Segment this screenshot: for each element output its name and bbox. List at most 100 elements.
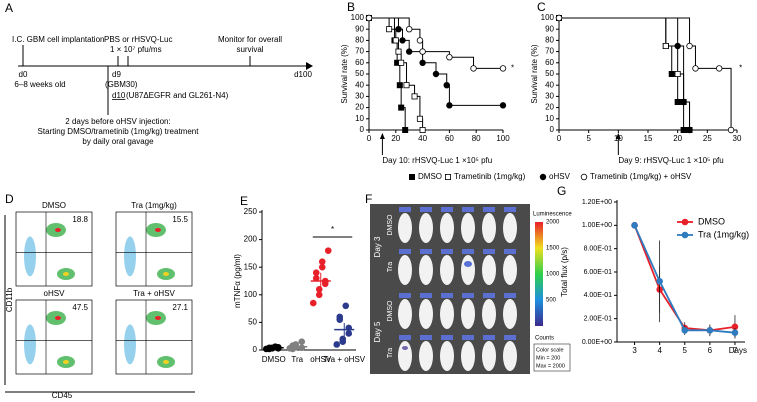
- legend-marker: [681, 231, 689, 239]
- mouse: [482, 299, 496, 329]
- data-point: [656, 278, 663, 285]
- data-point: [336, 313, 344, 321]
- survival-point: [416, 115, 423, 122]
- mouse-cap: [483, 335, 495, 340]
- x-tick-label: 7: [733, 346, 738, 355]
- mouse: [461, 299, 475, 329]
- panel-label: D: [5, 192, 14, 206]
- mouse: [461, 255, 475, 285]
- y-tick-label: 50: [248, 318, 257, 327]
- step-text: survival: [236, 45, 263, 54]
- step-text: 1 × 10⁷ pfu/ms: [110, 45, 162, 54]
- mouse-cap: [420, 249, 432, 254]
- y-tick-label: 0: [550, 125, 555, 134]
- annotation: Day 10: rHSVQ-Luc 1 ×10⁵ pfu: [382, 156, 492, 165]
- mouse: [503, 255, 517, 285]
- data-point: [731, 323, 739, 331]
- cell-core: [155, 228, 161, 232]
- mouse-cap: [420, 335, 432, 340]
- mouse-cap: [399, 249, 411, 254]
- mouse: [440, 299, 454, 329]
- cell-core: [55, 228, 61, 232]
- mouse-cap: [504, 293, 516, 298]
- mouse: [419, 255, 433, 285]
- y-tick-label: 0: [253, 345, 258, 354]
- y-tick-label: 60: [355, 58, 364, 67]
- day-label: d9: [112, 70, 121, 79]
- mouse-cap: [504, 207, 516, 212]
- data-point: [345, 330, 353, 337]
- colorbar-tick: 2000: [546, 220, 560, 226]
- mouse: [461, 341, 475, 371]
- survival-point: [406, 48, 413, 55]
- timeline-arrow: [306, 62, 313, 70]
- mouse: [461, 213, 475, 243]
- cell-core: [55, 316, 61, 320]
- x-tick-label: 5: [586, 134, 591, 143]
- series-line: [633, 225, 736, 332]
- y-tick-label: 1.00E+00: [582, 222, 612, 229]
- data-point: [339, 335, 347, 343]
- row-label: DMSO: [387, 300, 394, 322]
- note: 2 days before oHSV injection:: [65, 117, 170, 126]
- panel-label: B: [347, 0, 355, 14]
- chart: G Total flux (p/s) 0.00E+00 2.00E-01 4.00E-0…: [557, 184, 749, 355]
- x-tick-label: 60: [445, 134, 454, 143]
- data-point: [298, 344, 306, 352]
- step-text: PBS or rHSVQ-Luc: [104, 35, 172, 44]
- x-tick-label: Tra + oHSV: [323, 355, 365, 364]
- day-label: d10: [112, 91, 126, 100]
- legend-label: oHSV: [549, 172, 571, 181]
- survival-point: [406, 26, 413, 33]
- y-tick-label: 40: [355, 80, 364, 89]
- data-point: [318, 258, 326, 265]
- survival-point: [555, 14, 563, 22]
- survival-point: [443, 81, 450, 89]
- survival-point: [386, 26, 393, 33]
- survival-point: [680, 98, 687, 106]
- y-tick-label: 6.00E-01: [584, 269, 613, 276]
- data-point: [731, 329, 739, 336]
- mouse: [398, 255, 412, 285]
- panel-label: A: [5, 1, 13, 15]
- x-tick-label: 100: [496, 134, 510, 143]
- row-group-label: Day 5: [373, 321, 382, 342]
- mouse: [419, 341, 433, 371]
- data-point: [309, 299, 317, 307]
- data-point: [271, 343, 279, 350]
- panel-a: A I.C. GBM cell implantation PBS or rHSV…: [5, 1, 313, 146]
- cell-core: [155, 316, 161, 320]
- mouse: [503, 341, 517, 371]
- y-tick-label: 80: [545, 36, 554, 45]
- mouse: [503, 299, 517, 329]
- gate-percent: 15.5: [172, 215, 188, 224]
- significance: *: [739, 64, 742, 73]
- y-axis-label: mTNFα (pg/ml): [233, 254, 242, 308]
- colorbar-unit: Counts: [535, 336, 554, 342]
- mouse-cap: [504, 249, 516, 254]
- significance: *: [331, 225, 334, 234]
- note: by daily oral gavage: [82, 137, 154, 146]
- survival-point: [680, 127, 687, 134]
- y-tick-label: 20: [545, 103, 554, 112]
- day-label: (GBM30): [105, 80, 138, 89]
- legend-label: DMSO: [698, 216, 725, 226]
- x-tick-label: 4: [657, 346, 662, 355]
- colorbar-tick: 500: [546, 298, 557, 304]
- data-point: [315, 291, 323, 299]
- mouse-cap: [462, 249, 474, 254]
- y-axis-label: Survival rate (%): [340, 44, 349, 103]
- mouse: [419, 299, 433, 329]
- cell-cloud: [24, 324, 36, 365]
- scale-note: Color scale: [536, 347, 564, 353]
- cell-cloud: [124, 236, 136, 277]
- x-tick-label: 6: [708, 346, 713, 355]
- legend-marker: [681, 218, 689, 226]
- mouse-cap: [483, 207, 495, 212]
- y-tick-label: 100: [541, 13, 555, 22]
- mouse-cap: [399, 207, 411, 212]
- survival-point: [399, 37, 406, 44]
- signal: [464, 261, 472, 267]
- y-tick-label: 250: [244, 207, 258, 216]
